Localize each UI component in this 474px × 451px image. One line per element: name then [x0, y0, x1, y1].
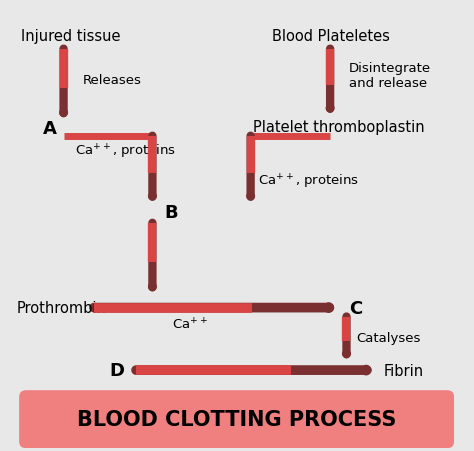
Text: Injured tissue: Injured tissue: [21, 29, 121, 44]
Text: Fibrin: Fibrin: [384, 363, 424, 378]
Text: BLOOD CLOTTING PROCESS: BLOOD CLOTTING PROCESS: [77, 410, 396, 429]
Text: B: B: [164, 204, 178, 222]
Text: Prothrombin: Prothrombin: [17, 300, 107, 315]
Text: Ca$^{++}$, proteins: Ca$^{++}$, proteins: [75, 143, 176, 161]
Text: C: C: [349, 299, 362, 317]
Text: Ca$^{++}$: Ca$^{++}$: [172, 317, 208, 332]
Text: Disintegrate
and release: Disintegrate and release: [349, 62, 431, 90]
Text: Blood Plateletes: Blood Plateletes: [272, 29, 390, 44]
FancyBboxPatch shape: [19, 390, 454, 448]
Text: A: A: [43, 120, 56, 138]
Text: Ca$^{++}$, proteins: Ca$^{++}$, proteins: [258, 172, 359, 190]
Text: Platelet thromboplastin: Platelet thromboplastin: [253, 120, 425, 135]
Text: D: D: [110, 361, 125, 379]
Text: Releases: Releases: [82, 74, 141, 87]
Text: Catalyses: Catalyses: [356, 331, 420, 344]
